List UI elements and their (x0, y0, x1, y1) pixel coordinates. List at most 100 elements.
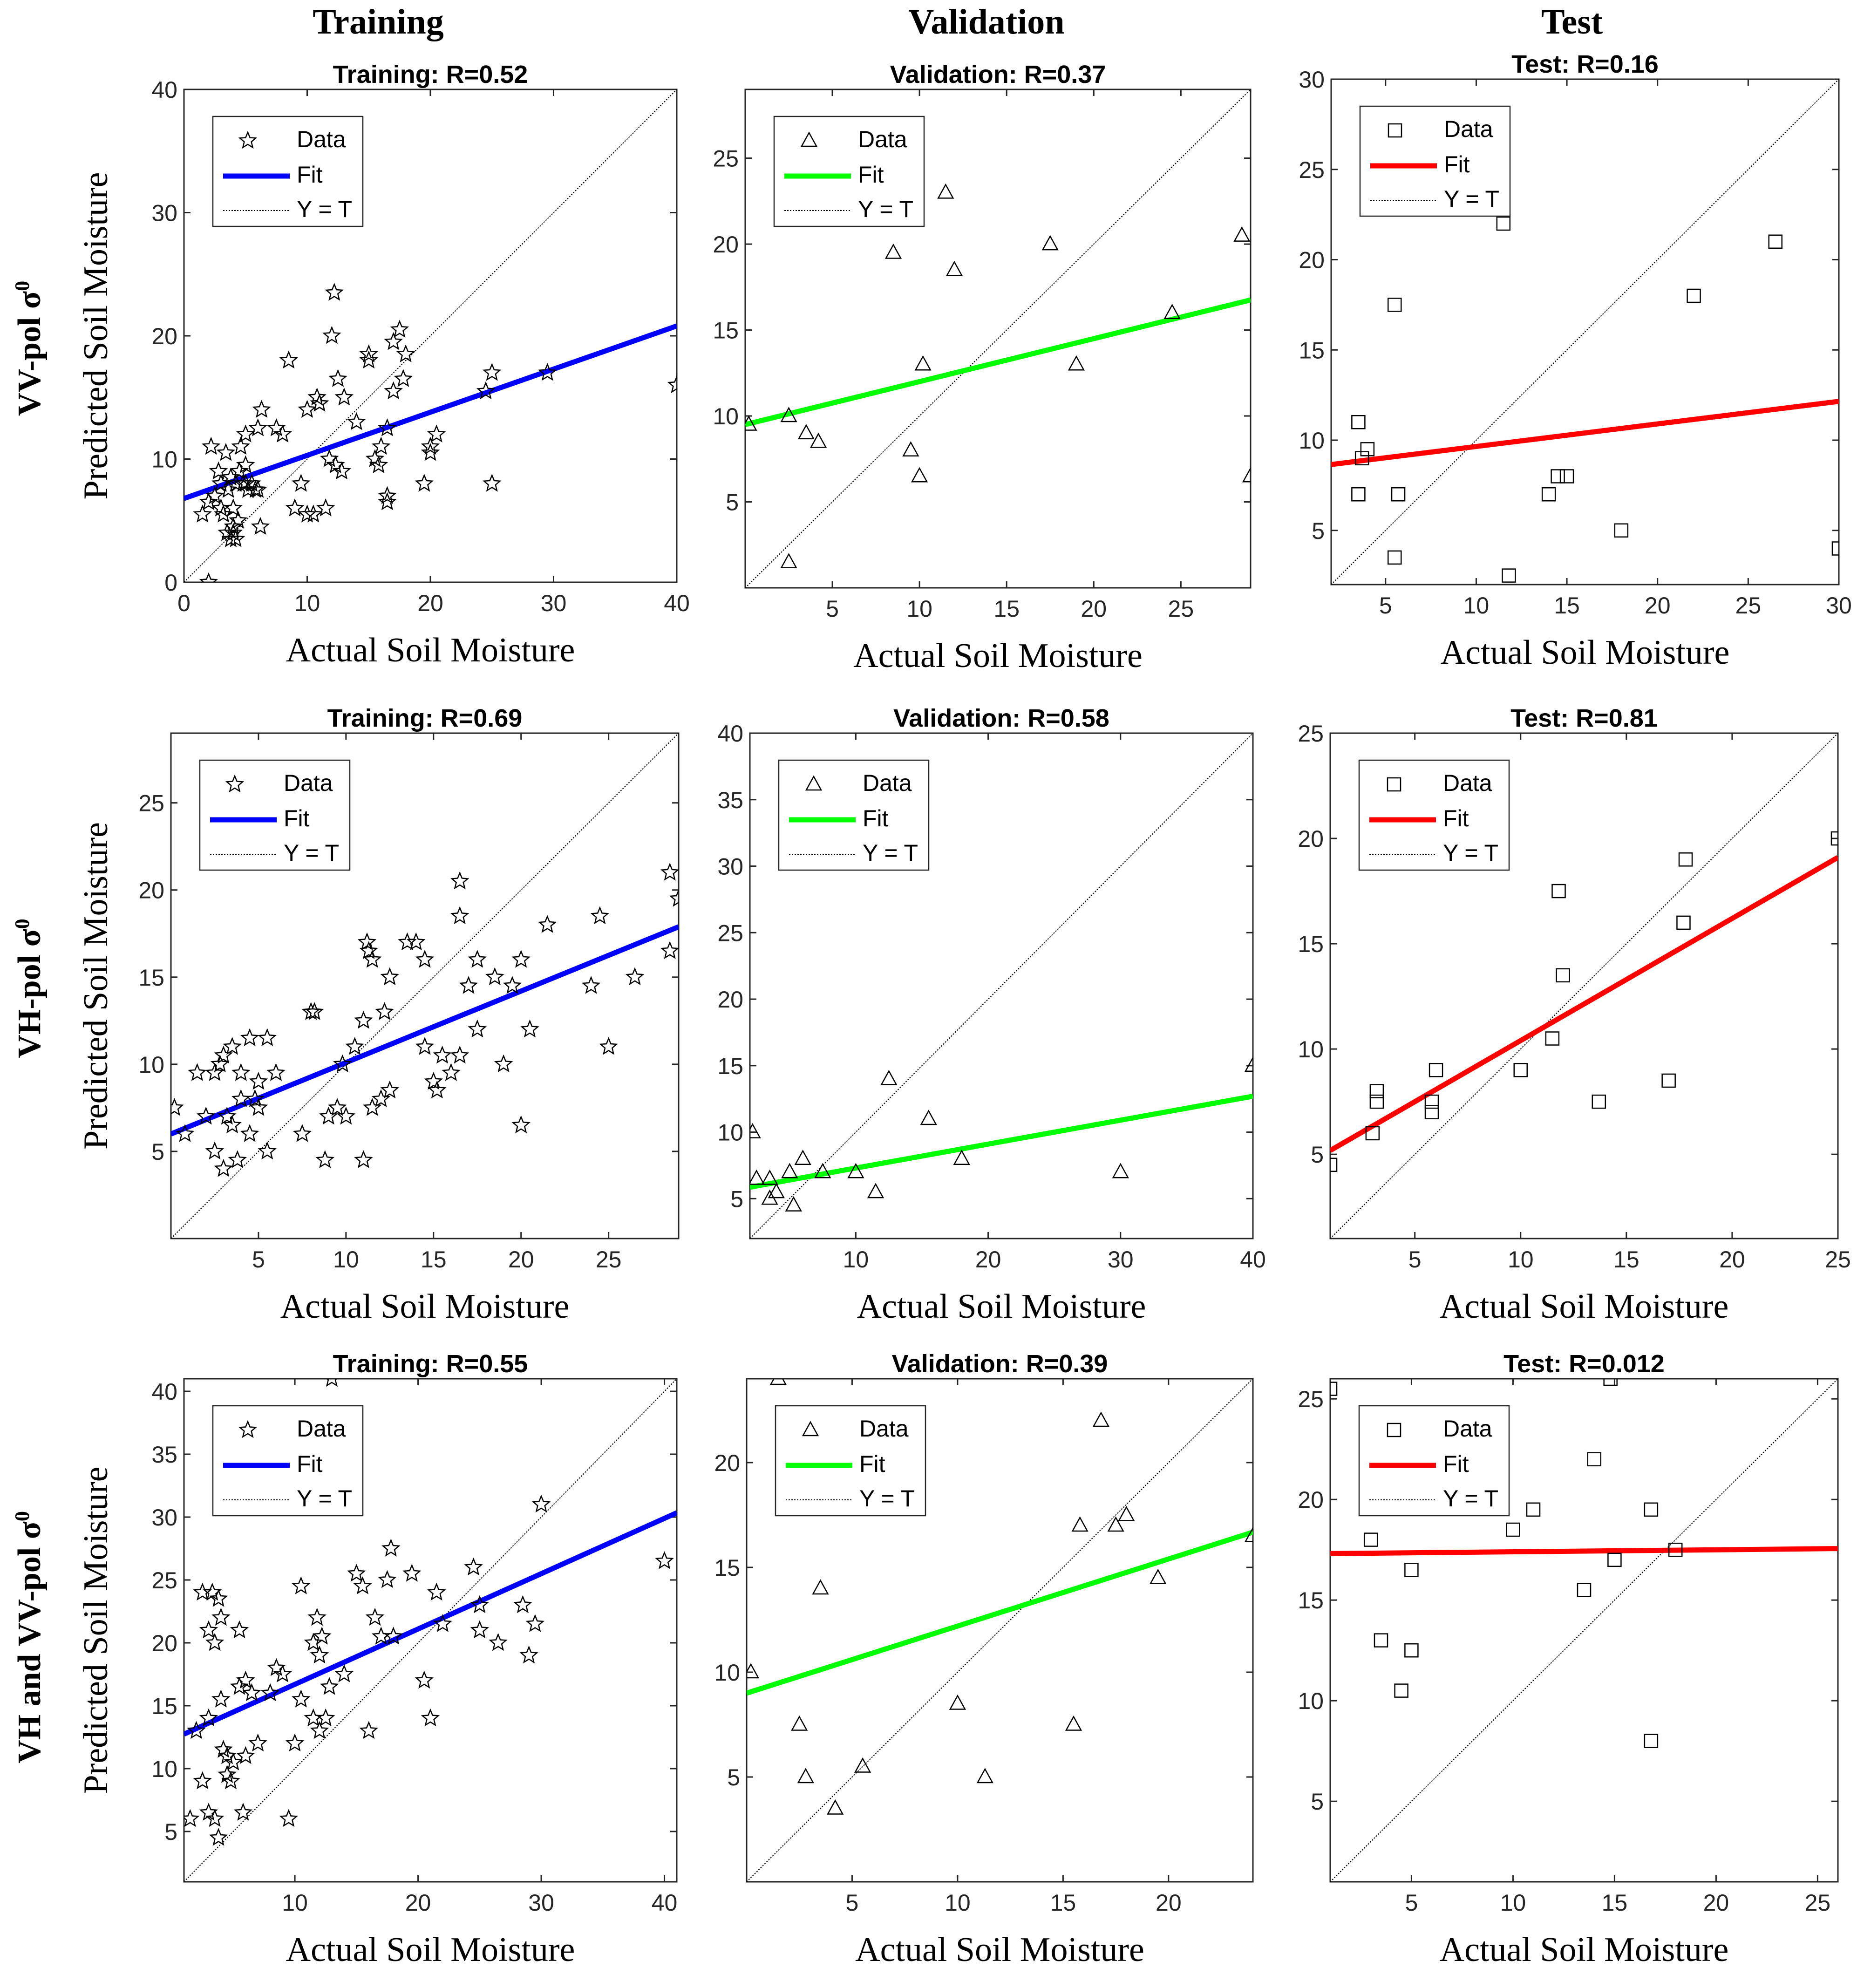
data-point (1394, 1683, 1408, 1698)
data-point (525, 1614, 545, 1632)
data-point (205, 1141, 224, 1160)
scatter-panels: 0 10 20 30 40 0 10 20 30 40 Training: R=0.52 Actual… (77, 50, 1852, 1969)
y-tick-label: 10 (717, 1120, 743, 1146)
data-point (920, 1110, 937, 1125)
data-point (252, 400, 271, 418)
data-point (378, 486, 397, 504)
data-point (345, 1037, 364, 1055)
data-point (1244, 1056, 1253, 1072)
y-tick-label: 20 (1298, 826, 1324, 852)
legend-box (1359, 105, 1511, 217)
data-point (201, 436, 221, 455)
data-point (199, 1620, 218, 1639)
plot-area (1330, 733, 1838, 1239)
data-point (236, 424, 255, 443)
legend-fit-label: Fit (297, 1451, 323, 1477)
legend-data-label: Data (858, 126, 907, 152)
data-point (199, 572, 218, 582)
y-tick-label: 5 (1311, 1789, 1324, 1815)
data-point (326, 1379, 338, 1387)
data-point (307, 387, 327, 406)
data-point (359, 350, 379, 369)
x-tick-label: 20 (1081, 596, 1107, 622)
legend-data-marker (1387, 1423, 1401, 1437)
x-tick-label: 15 (1050, 1890, 1076, 1916)
y-tick-label: 10 (151, 1756, 177, 1782)
data-point (827, 1799, 844, 1815)
data-point (298, 504, 317, 523)
data-point (316, 498, 335, 517)
data-point (880, 1069, 898, 1085)
data-point (785, 1196, 802, 1212)
data-point (325, 283, 344, 301)
plot-area (745, 89, 1251, 588)
panel-title: Validation: R=0.37 (890, 61, 1106, 89)
legend-identity-label: Y = T (1443, 1485, 1498, 1511)
scatter-panel-8: 5 10 15 20 5 10 15 20 Validation: R=0.39 Actual S… (714, 1350, 1254, 1969)
data-point (1603, 1379, 1618, 1386)
legend-data-label: Data (284, 770, 333, 796)
data-point (187, 1721, 206, 1739)
data-point (511, 950, 531, 968)
plot-area (747, 1379, 1253, 1882)
data-point (1388, 298, 1402, 312)
data-point (1388, 550, 1402, 565)
y-tick-label: 10 (714, 1660, 740, 1686)
y-tick-label: 20 (713, 231, 739, 258)
data-point (218, 1106, 237, 1125)
y-tick-label: 10 (1299, 428, 1325, 454)
y-tick-label: 10 (151, 447, 177, 473)
y-tick-label: 35 (717, 787, 743, 813)
data-point (240, 1124, 259, 1142)
data-point (224, 1752, 243, 1770)
data-point (285, 1733, 305, 1752)
data-point (424, 1071, 443, 1090)
data-point (310, 1721, 329, 1739)
data-point (1233, 226, 1251, 242)
y-tick-label: 15 (1299, 337, 1325, 363)
legend: Data Fit Y = T (775, 1405, 926, 1517)
data-point (394, 369, 413, 387)
data-point (359, 344, 379, 362)
data-point (1369, 1094, 1384, 1109)
y-tick-label: 25 (138, 790, 164, 817)
y-tick-label: 20 (151, 1630, 177, 1656)
data-point (336, 1106, 356, 1125)
x-tick-label: 40 (652, 1890, 678, 1916)
panel-title: Validation: R=0.58 (893, 704, 1109, 732)
y-axis-label: Predicted Soil Moisture (77, 1467, 115, 1794)
data-point (660, 862, 679, 881)
legend: Data Fit Y = T (1358, 759, 1510, 871)
data-point (279, 350, 299, 369)
data-point (406, 932, 426, 951)
data-point (1360, 442, 1375, 456)
column-header-test: Test (1541, 2, 1603, 41)
data-point (240, 1028, 259, 1046)
legend: Data Fit Y = T (778, 759, 930, 871)
data-point (669, 889, 679, 907)
x-tick-label: 5 (826, 596, 839, 622)
data-point (511, 1115, 531, 1134)
x-tick-label: 10 (906, 596, 932, 622)
data-point (797, 424, 815, 440)
y-tick-label: 5 (1311, 1142, 1324, 1168)
data-point (229, 511, 248, 529)
y-tick-label: 25 (1298, 721, 1324, 747)
y-tick-label: 25 (1299, 157, 1325, 183)
data-point (1369, 1084, 1384, 1098)
x-axis-label: Actual Soil Moisture (857, 1287, 1146, 1326)
x-tick-label: 25 (1805, 1890, 1831, 1916)
data-point (538, 363, 557, 381)
data-point (1496, 216, 1511, 231)
data-point (421, 443, 440, 461)
data-point (316, 1708, 335, 1727)
plot-area (184, 1379, 677, 1882)
data-point (433, 1045, 452, 1064)
data-point (810, 432, 827, 448)
data-point (761, 1169, 778, 1185)
data-point (1502, 568, 1516, 583)
data-point (470, 1620, 490, 1639)
data-point (854, 1757, 871, 1773)
data-point (1429, 1063, 1443, 1077)
legend: Data Fit Y = T (773, 116, 925, 227)
